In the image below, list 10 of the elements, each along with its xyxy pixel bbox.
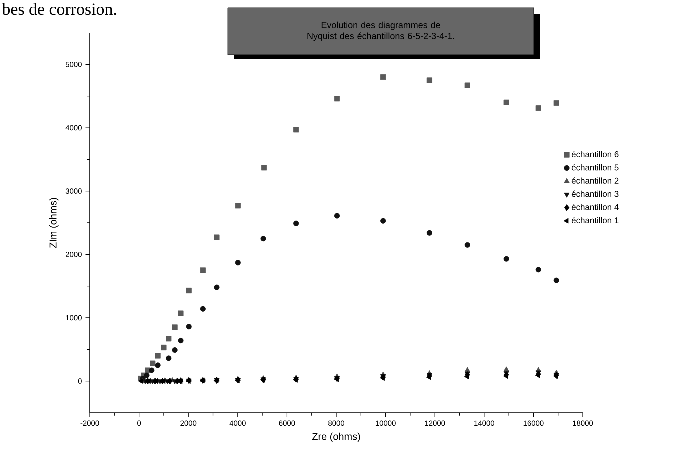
legend-label: échantillon 5 <box>572 164 619 171</box>
legend-label: échantillon 1 <box>572 217 619 224</box>
text: bes de corrosion. <box>2 3 116 16</box>
legend-label: échantillon 6 <box>572 151 619 158</box>
legend-label: échantillon 3 <box>572 190 619 198</box>
x-axis-title: Zre (ohms) <box>312 432 360 442</box>
legend-label: échantillon 4 <box>572 204 619 210</box>
legend-label: échantillon 2 <box>572 178 619 184</box>
chart-title: Evolution des diagrammes de Nyquist des échantillons 6-5-2-3-4-1. <box>308 22 454 42</box>
y-axis-title: ZIm (ohms) <box>49 198 59 248</box>
